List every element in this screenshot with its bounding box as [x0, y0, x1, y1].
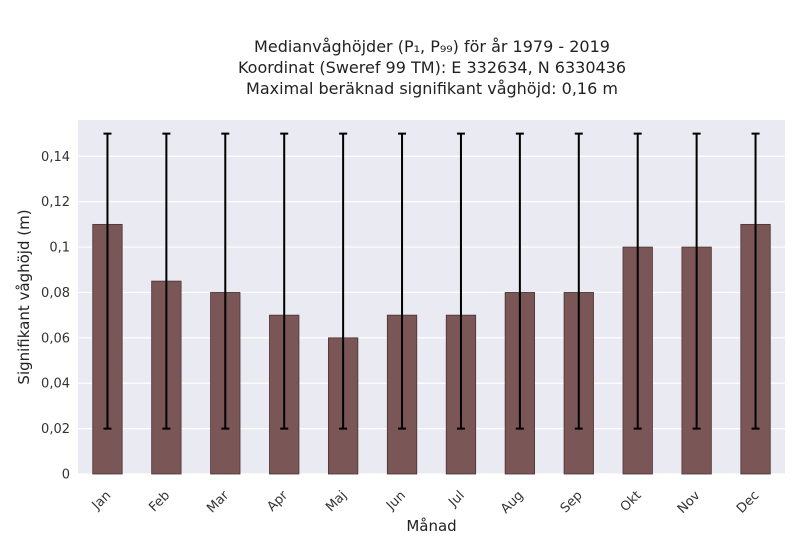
x-tick-label: Jun	[383, 488, 409, 514]
x-axis-ticks: Jan Feb Mar Apr Maj Jun Jul Aug Sep Okt Nov Dec	[89, 488, 763, 517]
x-tick-label: Dec	[734, 488, 762, 516]
error-bar-dec	[751, 132, 760, 430]
y-axis-ticks: 0 0,02 0,04 0,06 0,08 0,1 0,12 0,14	[41, 150, 70, 483]
error-bar-apr	[280, 132, 289, 430]
x-tick-label: Okt	[618, 488, 645, 515]
x-tick-label: Jul	[445, 488, 467, 510]
error-bar-sep	[574, 132, 583, 430]
error-bar-nov	[692, 132, 701, 430]
y-tick-label: 0,08	[41, 286, 70, 301]
chart-title-line-3: Maximal beräknad signifikant våghöjd: 0,…	[246, 79, 618, 98]
error-bar-maj	[339, 132, 348, 430]
error-bar-jan	[103, 132, 112, 430]
x-tick-label: Feb	[146, 488, 173, 515]
error-bar-feb	[162, 132, 171, 430]
error-bar-mar	[221, 132, 230, 430]
plot-area	[78, 120, 785, 474]
x-tick-label: Nov	[675, 488, 704, 517]
y-tick-label: 0,02	[41, 422, 70, 437]
error-bar-aug	[515, 132, 524, 430]
x-tick-label: Jan	[89, 488, 114, 513]
error-bar-jun	[398, 132, 407, 430]
y-tick-label: 0,12	[41, 195, 70, 210]
x-tick-label: Maj	[323, 488, 350, 515]
gridlines	[78, 155, 785, 475]
error-bars	[103, 132, 760, 430]
y-tick-label: 0,06	[41, 331, 70, 346]
error-bar-okt	[633, 132, 642, 430]
y-axis-label: Signifikant våghöjd (m)	[15, 209, 33, 384]
y-tick-label: 0,1	[49, 241, 70, 256]
y-tick-label: 0	[62, 468, 70, 483]
x-tick-label: Aug	[498, 488, 527, 517]
chart-title-line-2: Koordinat (Sweref 99 TM): E 332634, N 63…	[238, 58, 626, 77]
x-tick-label: Sep	[558, 488, 586, 516]
error-bar-jul	[456, 132, 465, 430]
y-tick-label: 0,14	[41, 150, 70, 165]
y-tick-label: 0,04	[41, 377, 70, 392]
x-axis-label: Månad	[406, 517, 456, 535]
chart-title-line-1: Medianvåghöjder (P₁, P₉₉) för år 1979 - …	[254, 37, 610, 56]
x-tick-label: Mar	[204, 488, 232, 516]
x-tick-label: Apr	[265, 488, 292, 515]
chart-title: Medianvåghöjder (P₁, P₉₉) för år 1979 - …	[238, 37, 626, 98]
